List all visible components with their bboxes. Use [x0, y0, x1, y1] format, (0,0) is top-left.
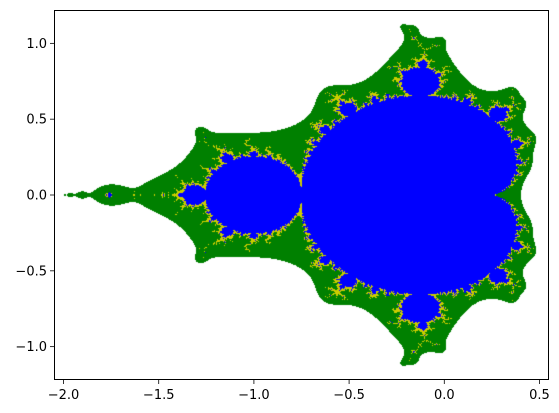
y-tick-label: 0.0 — [26, 189, 47, 204]
axes-frame — [54, 10, 549, 380]
x-axis-ticks: −2.0 −1.5 −1.0 −0.5 0.0 0.5 — [48, 380, 550, 403]
y-axis-ticks: 1.0 0.5 0.0 −0.5 −1.0 — [15, 37, 54, 355]
x-tick-label: −1.5 — [143, 388, 175, 403]
x-tick-label: −0.5 — [333, 388, 365, 403]
mandelbrot-raster — [54, 10, 549, 380]
plot-area — [54, 10, 549, 380]
y-tick-label: −0.5 — [15, 264, 47, 279]
x-tick-label: 0.0 — [434, 388, 455, 403]
x-tick-label: 0.5 — [529, 388, 550, 403]
x-tick-label: −1.0 — [238, 388, 270, 403]
y-tick-label: 1.0 — [26, 37, 47, 52]
y-tick-label: 0.5 — [26, 113, 47, 128]
x-tick-label: −2.0 — [48, 388, 80, 403]
y-tick-label: −1.0 — [15, 340, 47, 355]
